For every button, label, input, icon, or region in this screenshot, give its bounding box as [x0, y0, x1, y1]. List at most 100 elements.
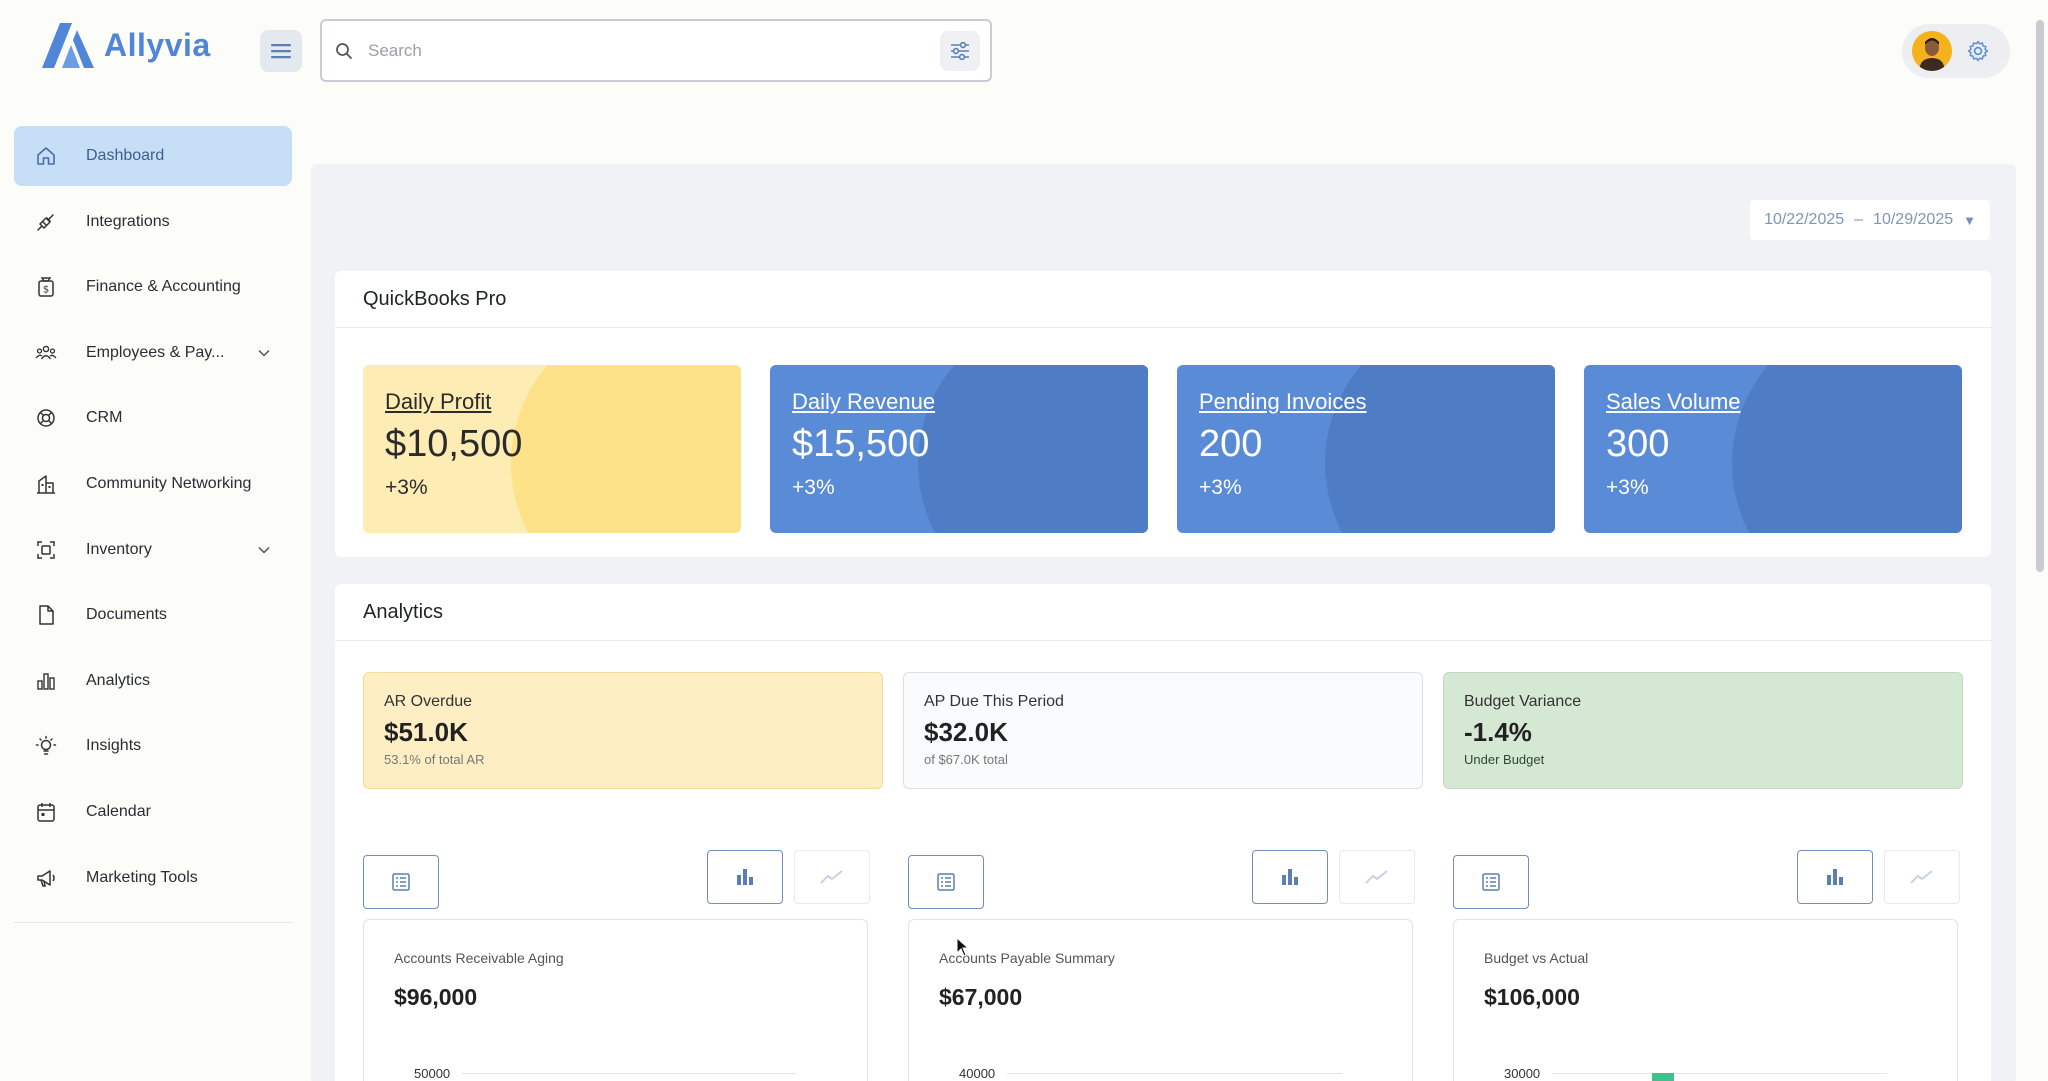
bar-chart-view-button[interactable] [1797, 850, 1873, 904]
chart-card-budget-vs-actual: Budget vs Actual $106,000 30000 [1453, 919, 1958, 1081]
sidebar-item-analytics[interactable]: Analytics [14, 651, 292, 711]
user-avatar-icon [1912, 31, 1952, 71]
metric-ap-due: AP Due This Period $32.0K of $67.0K tota… [903, 672, 1423, 789]
chevron-down-icon[interactable] [258, 546, 270, 554]
sidebar-item-employees-payroll[interactable]: Employees & Pay... [14, 323, 292, 383]
bar-chart-view-button[interactable] [1252, 850, 1328, 904]
sidebar-item-dashboard[interactable]: Dashboard [14, 126, 292, 186]
metric-ar-overdue: AR Overdue $51.0K 53.1% of total AR [363, 672, 883, 789]
line-chart-view-button[interactable] [794, 850, 870, 904]
bar-chart-icon [34, 669, 58, 693]
sidebar-item-label: Marketing Tools [86, 868, 198, 886]
metric-value: -1.4% [1464, 717, 1532, 747]
quickbooks-title: QuickBooks Pro [335, 271, 1991, 328]
metric-subtext: Under Budget [1464, 752, 1545, 767]
kpi-change: +3% [1606, 476, 1649, 499]
sidebar-item-community-networking[interactable]: Community Networking [14, 454, 292, 514]
metric-subtext: of $67.0K total [924, 752, 1008, 767]
date-range-picker[interactable]: 10/22/2025 – 10/29/2025 ▼ [1750, 200, 1990, 240]
kpi-value: $10,500 [385, 423, 523, 465]
avatar[interactable] [1912, 31, 1952, 71]
line-chart-icon [1910, 870, 1933, 884]
line-chart-icon [820, 870, 843, 884]
search-icon [336, 42, 352, 59]
metric-label: AR Overdue [384, 693, 473, 710]
quickbooks-panel: QuickBooks Pro Daily Profit $10,500 +3% … [335, 271, 1991, 557]
line-chart-view-button[interactable] [1339, 850, 1415, 904]
filter-button[interactable] [940, 30, 980, 71]
kpi-decoration [511, 365, 741, 533]
line-chart-view-button[interactable] [1884, 850, 1960, 904]
sliders-icon [951, 41, 969, 60]
menu-toggle-button[interactable] [260, 30, 302, 72]
scan-box-icon [34, 538, 58, 562]
chart-total: $96,000 [394, 984, 478, 1010]
caret-down-icon: ▼ [1963, 212, 1976, 228]
scrollbar[interactable] [2036, 20, 2044, 572]
gridline [462, 1073, 797, 1074]
brand-logo[interactable]: Allyvia [40, 20, 211, 70]
sidebar-item-label: Integrations [86, 212, 170, 230]
kpi-card-daily-profit[interactable]: Daily Profit $10,500 +3% [363, 365, 741, 533]
y-axis-tick: 30000 [1504, 1066, 1541, 1081]
kpi-decoration [1732, 365, 1962, 533]
settings-gear-icon[interactable] [1966, 39, 1990, 63]
sidebar-item-finance-accounting[interactable]: $ Finance & Accounting [14, 257, 292, 317]
kpi-title[interactable]: Sales Volume [1606, 389, 1741, 414]
sidebar-item-crm[interactable]: CRM [14, 388, 292, 448]
sidebar-item-documents[interactable]: Documents [14, 585, 292, 645]
scrollbar-thumb[interactable] [2036, 20, 2044, 572]
chart-title: Accounts Receivable Aging [394, 950, 564, 966]
sidebar-item-inventory[interactable]: Inventory [14, 520, 292, 580]
kpi-decoration [918, 365, 1148, 533]
table-view-button[interactable] [908, 855, 984, 909]
table-list-icon [1482, 873, 1500, 891]
bar-chart-icon [1827, 869, 1843, 885]
metric-value: $51.0K [384, 717, 468, 747]
chart-card-ar-aging: Accounts Receivable Aging $96,000 50000 [363, 919, 868, 1081]
sidebar-item-label: Finance & Accounting [86, 278, 241, 296]
kpi-title[interactable]: Daily Revenue [792, 389, 936, 414]
metric-subtext: 53.1% of total AR [384, 752, 485, 767]
analytics-title: Analytics [335, 584, 1991, 641]
sidebar-item-calendar[interactable]: Calendar [14, 782, 292, 842]
chart-total: $106,000 [1484, 984, 1580, 1010]
sidebar-item-label: CRM [86, 409, 123, 427]
table-view-button[interactable] [1453, 855, 1529, 909]
sidebar-item-label: Dashboard [86, 147, 165, 164]
building-icon [34, 472, 58, 496]
hamburger-icon [271, 44, 291, 59]
kpi-card-sales-volume[interactable]: Sales Volume 300 +3% [1584, 365, 1962, 533]
bar-chart-view-button[interactable] [707, 850, 783, 904]
brand-name: Allyvia [104, 26, 211, 63]
search-input[interactable] [368, 40, 940, 61]
chevron-down-icon[interactable] [258, 349, 270, 357]
kpi-title[interactable]: Daily Profit [385, 389, 492, 414]
y-axis-tick: 50000 [414, 1066, 451, 1081]
chart-card-ap-summary: Accounts Payable Summary $67,000 40000 [908, 919, 1413, 1081]
sidebar-item-integrations[interactable]: Integrations [14, 192, 292, 252]
kpi-card-pending-invoices[interactable]: Pending Invoices 200 +3% [1177, 365, 1555, 533]
search-bar [320, 19, 992, 82]
chart-title: Budget vs Actual [1484, 950, 1589, 966]
metric-value: $32.0K [924, 717, 1008, 747]
sidebar-nav: Dashboard Integrations $ Finance & Accou… [14, 126, 292, 923]
gridline [1552, 1073, 1887, 1074]
sidebar-item-marketing-tools[interactable]: Marketing Tools [14, 848, 292, 908]
line-chart-icon [1365, 870, 1388, 884]
date-separator: – [1854, 211, 1864, 228]
table-view-button[interactable] [363, 855, 439, 909]
money-bag-icon: $ [34, 275, 58, 299]
kpi-decoration [1325, 365, 1555, 533]
metric-budget-variance: Budget Variance -1.4% Under Budget [1443, 672, 1963, 789]
kpi-change: +3% [385, 476, 428, 499]
sidebar-item-insights[interactable]: Insights [14, 716, 292, 776]
metric-label: Budget Variance [1464, 693, 1582, 710]
bar-chart-icon [737, 869, 753, 885]
sidebar-item-label: Insights [86, 737, 142, 755]
lifebuoy-icon [34, 406, 58, 430]
kpi-title[interactable]: Pending Invoices [1199, 389, 1367, 414]
sidebar-divider [14, 921, 292, 923]
kpi-card-daily-revenue[interactable]: Daily Revenue $15,500 +3% [770, 365, 1148, 533]
